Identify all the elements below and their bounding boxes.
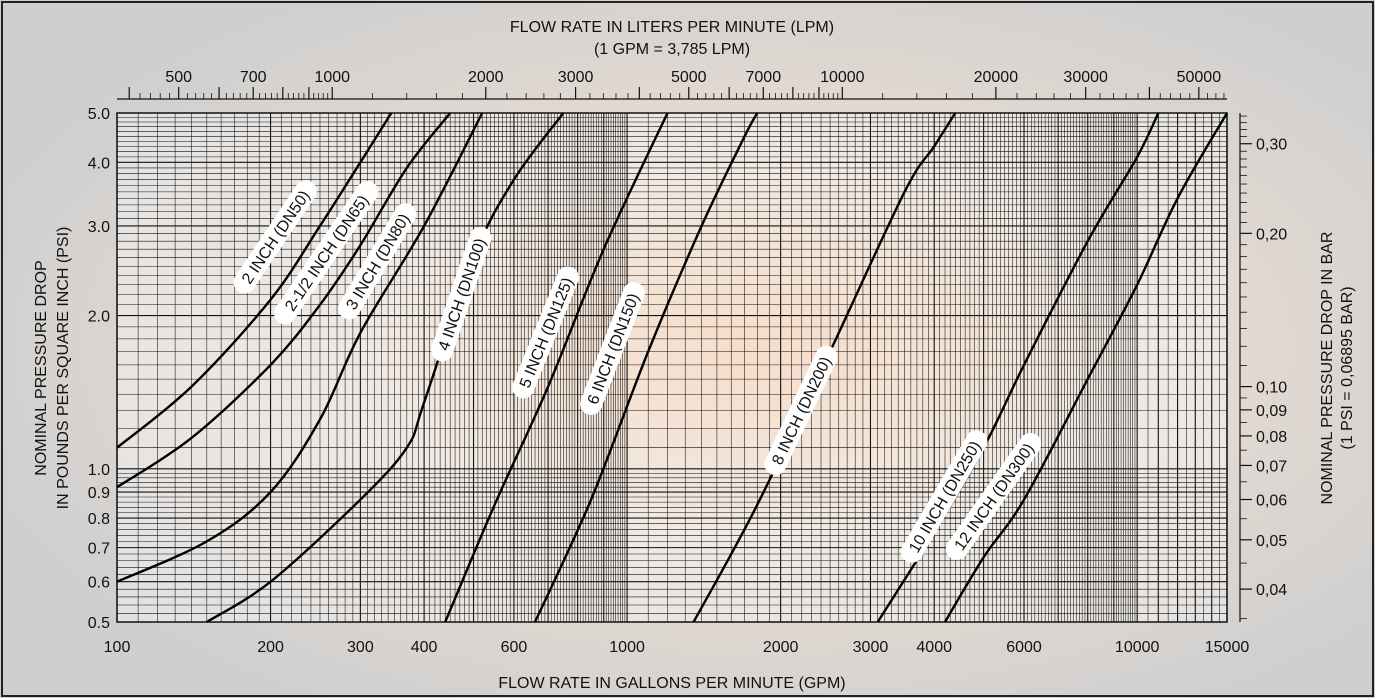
curve-label-background [512, 266, 579, 399]
top-tick-label: 7000 [746, 69, 782, 86]
top-tick-label: 30000 [1063, 69, 1108, 86]
right-tick-labels: 0,04 0,05 0,06 0,07 0,08 0,09 0,10 0,20 0,30 [1256, 137, 1287, 599]
top-tick-label: 20000 [974, 69, 1019, 86]
curve [116, 112, 452, 489]
y-tick-label: 4.0 [88, 155, 110, 172]
right-tick-label: 0,20 [1256, 226, 1287, 243]
y-tick-labels: 0.5 0.6 0.7 0.8 0.9 1.0 2.0 3.0 4.0 5.0 [88, 106, 110, 632]
right-axis-title-line1: NOMINAL PRESSURE DROP IN BAR [1319, 232, 1336, 505]
top-tick-label: 3000 [558, 69, 594, 86]
right-tick-label: 0,06 [1256, 493, 1287, 510]
curve-label-background [233, 180, 317, 294]
right-tick-label: 0,07 [1256, 458, 1287, 475]
right-axis-title: NOMINAL PRESSURE DROP IN BAR (1 PSI = 0,… [1319, 232, 1356, 505]
y-gridlines [117, 112, 1227, 623]
x-tick-label: 3000 [853, 639, 889, 656]
top-title-line1: FLOW RATE IN LITERS PER MINUTE (LPM) [510, 19, 834, 36]
curve-label-background [431, 226, 492, 362]
right-tick-label: 0,04 [1256, 582, 1287, 599]
top-tick-labels: 500 700 1000 2000 3000 5000 7000 10000 20000 3000… [165, 69, 1221, 86]
top-tick-label: 10000 [820, 69, 865, 86]
right-axis-title-line2: (1 PSI = 0,06895 BAR) [1339, 286, 1356, 449]
left-axis-title-line2: IN POUNDS PER SQUARE INCH (PSI) [55, 227, 72, 510]
left-axis-title: NOMINAL PRESSURE DROP IN POUNDS PER SQUA… [33, 227, 72, 510]
top-axis-ticks [128, 87, 1225, 99]
right-tick-label: 0,08 [1256, 429, 1287, 446]
plot-area [117, 113, 1227, 622]
x-tick-label: 600 [501, 639, 528, 656]
curve-label-background [274, 181, 379, 325]
right-tick-label: 0,05 [1256, 533, 1287, 550]
x-tick-label: 10000 [1115, 639, 1160, 656]
top-tick-label: 700 [240, 69, 267, 86]
x-axis-title: FLOW RATE IN GALLONS PER MINUTE (GPM) [498, 675, 845, 692]
y-tick-label: 0.5 [88, 615, 110, 632]
y-tick-label: 5.0 [88, 106, 110, 123]
x-tick-label: 2000 [763, 639, 799, 656]
x-tick-label: 1000 [609, 639, 645, 656]
curve-label-background [900, 430, 988, 563]
curve [206, 112, 565, 624]
curve [116, 112, 393, 449]
curve [943, 112, 1229, 623]
top-tick-label: 500 [165, 69, 192, 86]
y-tick-label: 0.9 [88, 485, 110, 502]
top-title-line2: (1 GPM = 3,785 LPM) [594, 41, 750, 58]
x-tick-label: 6000 [1006, 639, 1042, 656]
x-tick-labels: 100 200 300 400 600 1000 2000 3000 4000 6000 10000… [104, 639, 1250, 656]
right-axis-ticks [1240, 115, 1252, 620]
top-tick-label: 5000 [671, 69, 707, 86]
plot-border [116, 112, 1228, 623]
curve [116, 112, 484, 583]
curve-label-background [764, 345, 838, 476]
right-tick-label: 0,10 [1256, 380, 1287, 397]
y-tick-label: 1.0 [88, 462, 110, 479]
y-tick-label: 2.0 [88, 309, 110, 326]
x-tick-label: 400 [411, 639, 438, 656]
y-tick-label: 3.0 [88, 219, 110, 236]
curve-label-background [580, 282, 645, 415]
x-tick-label: 200 [257, 639, 284, 656]
curve [444, 112, 669, 623]
right-tick-label: 0,09 [1256, 403, 1287, 420]
y-tick-label: 0.7 [88, 541, 110, 558]
x-tick-label: 100 [104, 639, 131, 656]
right-tick-label: 0,30 [1256, 137, 1287, 154]
top-tick-label: 50000 [1177, 69, 1222, 86]
curve [692, 112, 957, 623]
top-tick-label: 1000 [314, 69, 350, 86]
curve-group [116, 112, 1229, 624]
curve [533, 112, 759, 623]
left-axis-title-line1: NOMINAL PRESSURE DROP [33, 260, 50, 475]
x-tick-label: 15000 [1205, 639, 1250, 656]
y-tick-label: 0.8 [88, 511, 110, 528]
x-tick-label: 4000 [916, 639, 952, 656]
curve-label-background [945, 433, 1042, 560]
curve-label-background [338, 203, 417, 320]
top-tick-label: 2000 [468, 69, 504, 86]
y-tick-label: 0.6 [88, 575, 110, 592]
x-tick-label: 300 [347, 639, 374, 656]
